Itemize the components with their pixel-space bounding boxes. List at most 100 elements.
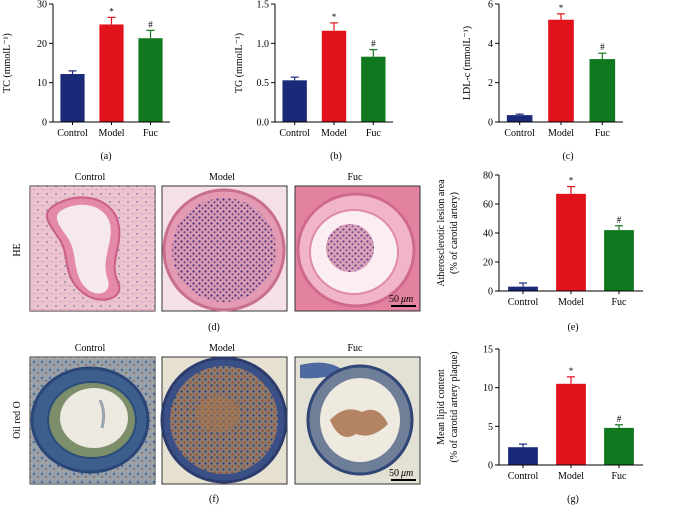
error-bar-model [557,13,565,20]
y-tick-label: 4 [488,39,493,50]
y-tick-label: 20 [483,258,493,269]
error-bar-fuc [615,225,623,231]
y-axis-label: Mean lipid content [436,369,447,445]
oil-row-label: Oil red O [12,401,23,439]
panel-label-g: (g) [567,494,579,505]
bar-control [508,286,538,291]
he-fuc-image [294,185,421,312]
panel-label-a: (a) [100,151,111,162]
significance-marker: # [617,414,622,424]
he-model-image [161,185,288,312]
x-tick-label: Control [504,128,535,139]
chart-lesion-area: * # 0 20 40 60 80 Control Model Fuc Atherosclero… [436,171,643,333]
significance-marker: * [569,366,574,376]
x-tick-label: Fuc [595,128,611,139]
significance-marker: * [569,176,574,186]
oil-red-micrographs: Control Model Fuc Oil red O [12,343,421,505]
y-tick-label: 0.5 [257,78,270,89]
y-axis-label: TC (mmolL⁻¹) [2,33,13,93]
oil-title-fuc: Fuc [348,343,364,354]
oil-model-image [160,356,288,485]
y-tick-label: 60 [483,200,493,211]
significance-marker: * [559,3,564,13]
he-scale-bar-value: 50 [389,294,399,305]
x-tick-label: Fuc [366,128,382,139]
panel-label-c: (c) [562,151,573,162]
error-bar-model [567,186,575,194]
y-axis-label: LDL-c (mmolL⁻¹) [462,26,473,100]
significance-marker: # [148,19,153,29]
error-bar-control [68,70,77,75]
significance-marker: # [371,39,376,49]
error-bar-control [519,443,527,448]
y-tick-label: 5 [488,422,493,433]
oil-scale-bar-value: 50 [389,468,399,479]
y-tick-label: 0 [488,461,493,472]
bar-control [282,80,307,122]
error-bar-fuc [146,29,155,39]
x-tick-label: Control [279,128,310,139]
bar-model [556,193,586,291]
oil-scale-bar: 50 μm [389,468,416,481]
bar-fuc [138,38,163,122]
x-tick-label: Fuc [612,297,628,308]
x-tick-label: Fuc [143,128,159,139]
panel-label-b: (b) [330,151,342,162]
chart-ldl: * # 0 2 4 6 Control Model Fuc LDL-c (mmolL⁻¹) (… [462,0,623,162]
y-axis-label-secondary: (% of carotid artery) [449,192,460,274]
significance-marker: # [600,42,605,52]
y-tick-label: 80 [483,171,493,182]
bar-model [321,30,347,122]
y-tick-label: 2 [488,78,493,89]
panel-label-e: (e) [567,322,578,333]
panel-label-f: (f) [209,494,219,505]
y-tick-label: 10 [483,383,493,394]
y-tick-label: 40 [483,229,493,240]
bar-control [506,115,533,122]
oil-title-control: Control [75,343,106,354]
bar-fuc [604,427,634,465]
he-control-image [29,185,156,312]
oil-scale-bar-unit: μm [400,468,413,479]
chart-tg: * # 0.0 0.5 1.0 1.5 Control Model Fuc TG (mmolL… [234,0,393,162]
x-tick-label: Control [57,128,88,139]
y-tick-label: 1.0 [257,39,270,50]
oil-title-model: Model [209,343,235,354]
y-tick-label: 0 [488,287,493,298]
bar-model [99,24,124,123]
significance-marker: * [332,12,337,22]
chart-lipid-content: * # 0 5 10 15 Control Model Fuc Mean lipid cont… [436,345,643,505]
error-bar-control [515,113,524,116]
error-bar-model [330,22,338,31]
x-tick-label: Fuc [612,471,628,482]
y-tick-label: 10 [37,78,47,89]
he-scale-bar-unit: μm [400,294,413,305]
x-tick-label: Model [558,471,584,482]
significance-marker: * [109,6,114,16]
chart-tc: * # 0 10 20 30 Control Model Fuc TC (mmolL⁻¹) (… [2,0,170,162]
y-axis-label: Atherosclerotic lesion area [436,179,447,287]
he-title-model: Model [209,172,235,183]
y-tick-label: 0.0 [257,118,270,129]
he-micrographs: Control Model Fuc HE 50 μm ( [12,172,421,333]
oil-fuc-image [294,356,421,485]
bar-control [508,447,538,465]
y-tick-label: 0 [42,118,47,129]
bar-fuc [589,59,616,122]
error-bar-fuc [598,52,607,60]
y-axis-label: TG (mmolL⁻¹) [234,33,245,93]
x-tick-label: Model [548,128,574,139]
bar-fuc [604,230,634,291]
he-title-control: Control [75,172,106,183]
x-tick-label: Model [558,297,584,308]
significance-marker: # [617,215,622,225]
bar-fuc [361,56,386,122]
x-tick-label: Model [321,128,347,139]
bar-control [60,74,85,122]
x-tick-label: Model [98,128,124,139]
error-bar-model [567,376,575,384]
panel-label-d: (d) [208,322,220,333]
error-bar-control [290,76,299,81]
error-bar-model [107,16,116,25]
